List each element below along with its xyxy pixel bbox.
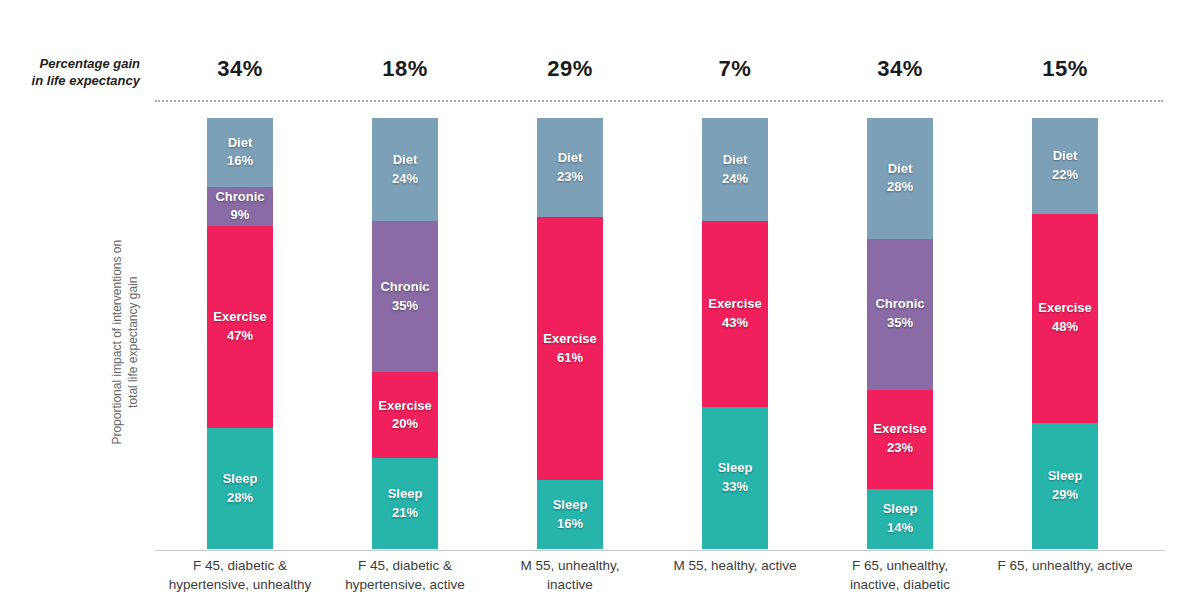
segment-label: Diet 22% — [1052, 147, 1078, 185]
bar-segment-exercise: Exercise 23% — [867, 390, 933, 489]
gain-percentage: 7% — [680, 56, 790, 82]
stacked-bar: Diet 23% Exercise 61% Sleep 16% — [537, 118, 603, 549]
bar-segment-sleep: Sleep 28% — [207, 428, 273, 549]
category-label: F 45, diabetic & hypertensive, unhealthy — [147, 557, 333, 595]
bar-segment-diet: Diet 16% — [207, 118, 273, 187]
y-axis-label-line1: Proportional impact of interventions on — [110, 240, 124, 445]
bar-segment-exercise: Exercise 48% — [1032, 214, 1098, 423]
bar-segment-sleep: Sleep 16% — [537, 480, 603, 549]
x-axis-line — [155, 550, 1165, 551]
segment-label: Diet 24% — [392, 151, 418, 189]
gain-percentage: 29% — [515, 56, 625, 82]
gain-row-label-line2: in life expectancy — [32, 73, 140, 88]
category-label: M 55, healthy, active — [642, 557, 828, 576]
bar-segment-diet: Diet 22% — [1032, 118, 1098, 214]
segment-label: Diet 24% — [722, 151, 748, 189]
segment-label: Exercise 48% — [1038, 299, 1092, 337]
y-axis-label: Proportional impact of interventions on … — [109, 172, 141, 512]
segment-label: Exercise 20% — [378, 397, 432, 435]
bar-segment-diet: Diet 23% — [537, 118, 603, 217]
segment-label: Sleep 21% — [388, 485, 423, 523]
segment-label: Sleep 28% — [223, 470, 258, 508]
bar-segment-exercise: Exercise 43% — [702, 221, 768, 406]
stacked-bar: Diet 28% Chronic 35% Exercise 23% Sleep 14% — [867, 118, 933, 549]
bar-segment-chronic: Chronic 35% — [867, 239, 933, 390]
bar-segment-chronic: Chronic 9% — [207, 187, 273, 226]
stacked-bar: Diet 24% Chronic 35% Exercise 20% Sleep 21% — [372, 118, 438, 549]
segment-label: Exercise 47% — [213, 308, 267, 346]
gain-row-label-line1: Percentage gain — [40, 56, 140, 71]
bar-segment-sleep: Sleep 21% — [372, 458, 438, 549]
bar-segment-diet: Diet 28% — [867, 118, 933, 239]
bar-segment-sleep: Sleep 14% — [867, 489, 933, 549]
dotted-separator-line — [155, 100, 1163, 102]
segment-label: Exercise 43% — [708, 295, 762, 333]
segment-label: Exercise 23% — [873, 420, 927, 458]
category-label: M 55, unhealthy, inactive — [477, 557, 663, 595]
bar-segment-sleep: Sleep 33% — [702, 407, 768, 549]
gain-percentage: 34% — [845, 56, 955, 82]
bar-segment-exercise: Exercise 20% — [372, 372, 438, 458]
y-axis-label-line2: total life expectancy gain — [126, 276, 140, 407]
segment-label: Sleep 14% — [883, 500, 918, 538]
chart-canvas: Percentage gain in life expectancy 34% 18… — [0, 0, 1180, 614]
stacked-bar: Diet 22% Exercise 48% Sleep 29% — [1032, 118, 1098, 549]
stacked-bar: Diet 24% Exercise 43% Sleep 33% — [702, 118, 768, 549]
segment-label: Chronic 9% — [215, 188, 264, 226]
category-label: F 65, unhealthy, inactive, diabetic — [807, 557, 993, 595]
segment-label: Sleep 29% — [1048, 467, 1083, 505]
segment-label: Diet 23% — [557, 149, 583, 187]
gain-row-label: Percentage gain in life expectancy — [6, 56, 140, 90]
gain-percentage: 18% — [350, 56, 460, 82]
bar-segment-diet: Diet 24% — [702, 118, 768, 221]
segment-label: Sleep 33% — [718, 459, 753, 497]
gain-percentage: 15% — [1010, 56, 1120, 82]
segment-label: Exercise 61% — [543, 330, 597, 368]
bar-segment-sleep: Sleep 29% — [1032, 423, 1098, 549]
bar-segment-exercise: Exercise 61% — [537, 217, 603, 480]
bar-segment-chronic: Chronic 35% — [372, 221, 438, 372]
segment-label: Chronic 35% — [875, 295, 924, 333]
segment-label: Diet 28% — [887, 160, 913, 198]
category-label: F 45, diabetic & hypertensive, active — [312, 557, 498, 595]
bar-segment-exercise: Exercise 47% — [207, 226, 273, 429]
segment-label: Chronic 35% — [380, 278, 429, 316]
segment-label: Diet 16% — [227, 134, 253, 172]
bar-segment-diet: Diet 24% — [372, 118, 438, 221]
segment-label: Sleep 16% — [553, 496, 588, 534]
stacked-bar: Diet 16% Chronic 9% Exercise 47% Sleep 28% — [207, 118, 273, 549]
gain-percentage: 34% — [185, 56, 295, 82]
category-label: F 65, unhealthy, active — [972, 557, 1158, 576]
